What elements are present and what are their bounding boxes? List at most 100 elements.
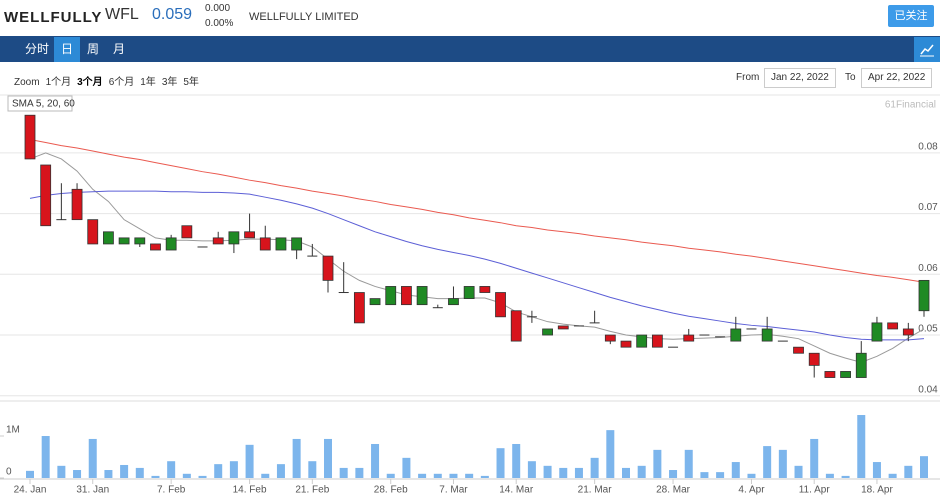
volume-bar (904, 465, 913, 478)
zoom-option[interactable]: 5年 (183, 77, 199, 88)
x-tick-label: 14. Feb (233, 485, 267, 496)
from-date[interactable]: Jan 22, 2022 (764, 68, 836, 88)
zoom-option[interactable]: 3个月 (77, 77, 103, 88)
to-date[interactable]: Apr 22, 2022 (861, 68, 933, 88)
nav-tab[interactable]: 分时 (24, 42, 49, 56)
candle-body (620, 340, 632, 348)
volume-bar (151, 475, 160, 478)
sma-line (29, 152, 925, 363)
volume-bar (512, 443, 521, 478)
volume-bar (135, 467, 144, 478)
watermark: 61Financial (885, 100, 936, 111)
candle-body (369, 298, 381, 306)
volume-bar (261, 473, 270, 478)
x-tick-label: 24. Jan (14, 485, 47, 496)
volume-bar (920, 456, 928, 478)
candle-body (636, 334, 648, 348)
candle-body (118, 237, 130, 245)
volume-bar (543, 465, 552, 478)
volume-bar (590, 457, 599, 478)
volume-bar (574, 467, 583, 478)
volume-bar (810, 438, 819, 478)
volume-bar (418, 473, 427, 478)
volume-bar (433, 473, 442, 478)
volume-bar (214, 464, 223, 478)
volume-bar (716, 472, 725, 478)
candle-body (244, 231, 255, 239)
volume-bar (841, 475, 850, 478)
y-tick-label: 0.05 (918, 324, 938, 335)
ticker: WFL (105, 6, 139, 23)
candle-body (918, 279, 930, 312)
zoom-option[interactable]: 1个月 (45, 77, 72, 88)
candle-body (87, 219, 99, 245)
nav-bar (0, 36, 940, 62)
volume-bar (371, 443, 380, 478)
volume-bar (402, 457, 411, 478)
volume-bar (276, 464, 285, 478)
volume-bar (292, 438, 301, 478)
follow-button[interactable]: 已关注 (888, 5, 934, 27)
x-tick-label: 18. Apr (861, 485, 893, 496)
candle-body (275, 237, 287, 251)
candle-body (165, 237, 177, 251)
y-tick-label: 0.08 (918, 142, 938, 153)
x-tick-label: 7. Feb (157, 485, 186, 496)
volume-bar (794, 465, 803, 478)
volume-tick-label: 0 (6, 467, 12, 478)
nav-tab[interactable]: 月 (112, 42, 125, 56)
zoom-option[interactable]: 1年 (140, 77, 156, 88)
candle-body (40, 164, 52, 227)
volume-bar (825, 473, 834, 478)
logo: WELLFULLY (4, 9, 103, 26)
candle-body (557, 325, 569, 330)
volume-bar (339, 467, 348, 478)
change: 0.000 (205, 3, 231, 14)
volume-bar (637, 465, 646, 478)
x-tick-label: 21. Feb (295, 485, 329, 496)
volume-bar (763, 446, 772, 478)
zoom-option[interactable]: 6个月 (108, 77, 135, 88)
candle-body (212, 237, 224, 245)
candle-body (793, 346, 804, 354)
volume-bar (606, 430, 615, 478)
to-label: To (845, 72, 856, 83)
candle-body (683, 334, 695, 342)
candle-body (24, 114, 36, 160)
volume-bar (669, 470, 678, 478)
volume-bar (198, 475, 207, 478)
volume-bar (57, 465, 66, 478)
nav-tab[interactable]: 日 (54, 37, 80, 62)
zoom-option[interactable]: 3年 (161, 77, 178, 88)
volume-bar (527, 461, 536, 478)
candle-body (730, 328, 742, 342)
volume-bar (684, 449, 693, 478)
volume-bar (747, 473, 756, 478)
nav-tab[interactable]: 周 (86, 42, 99, 56)
chart-icon-button[interactable] (914, 37, 940, 62)
candle-body (887, 322, 899, 330)
candle-body (479, 286, 491, 293)
volume-bar (731, 462, 740, 478)
x-tick-label: 11. Apr (799, 485, 831, 496)
volume-bar (386, 473, 395, 478)
volume-bar (700, 472, 709, 478)
candle-body (134, 237, 146, 245)
zoom-label: Zoom (14, 77, 40, 88)
candle-body (291, 237, 303, 251)
volume-bar (872, 462, 881, 478)
x-tick-label: 31. Jan (76, 485, 109, 496)
from-label: From (736, 72, 760, 83)
volume-bar (26, 470, 34, 478)
x-tick-label: 21. Mar (578, 485, 613, 496)
sma-line (29, 190, 925, 341)
volume-bar (41, 436, 50, 478)
volume-bar (229, 461, 238, 478)
volume-bar (355, 467, 364, 478)
candle-body (542, 328, 553, 336)
candle-body (824, 371, 836, 378)
volume-bar (778, 449, 787, 478)
candle-body (322, 255, 334, 281)
volume-bar (888, 473, 897, 478)
